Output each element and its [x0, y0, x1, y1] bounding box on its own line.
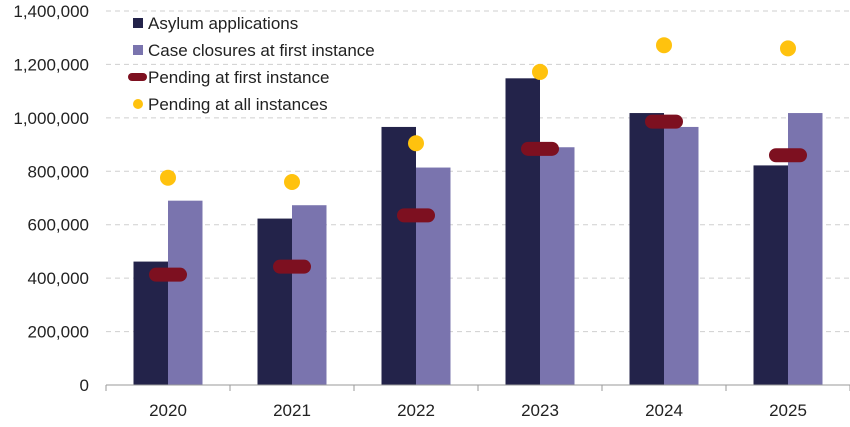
- y-tick-label: 600,000: [28, 216, 89, 235]
- pending-first-instance-marker: [273, 259, 311, 274]
- bar-case-closures: [416, 167, 451, 385]
- legend-swatch: [128, 73, 147, 81]
- legend-label: Pending at first instance: [148, 68, 329, 87]
- y-tick-label: 800,000: [28, 162, 89, 181]
- y-tick-label: 400,000: [28, 269, 89, 288]
- bar-case-closures: [540, 147, 575, 385]
- bar-asylum-applications: [629, 113, 664, 385]
- pending-first-instance-marker: [397, 208, 435, 223]
- bar-asylum-applications: [753, 165, 788, 385]
- legend-swatch: [133, 99, 143, 109]
- y-tick-label: 1,000,000: [13, 109, 89, 128]
- y-tick-label: 200,000: [28, 323, 89, 342]
- pending-first-instance-marker: [149, 267, 187, 282]
- pending-all-instances-marker: [656, 37, 672, 54]
- x-tick-label: 2023: [521, 401, 559, 420]
- pending-first-instance-marker: [769, 148, 807, 163]
- bar-case-closures: [292, 205, 327, 385]
- pending-first-instance-marker: [521, 141, 559, 156]
- x-tick-label: 2020: [149, 401, 187, 420]
- pending-first-instance-marker: [645, 114, 683, 129]
- pending-all-instances-marker: [408, 135, 424, 152]
- x-tick-label: 2025: [769, 401, 807, 420]
- pending-all-instances-marker: [532, 63, 548, 80]
- bar-case-closures: [664, 126, 699, 385]
- bars: [133, 78, 823, 385]
- bar-asylum-applications: [505, 78, 540, 385]
- y-tick-label: 1,200,000: [13, 55, 89, 74]
- legend-label: Asylum applications: [148, 14, 298, 33]
- y-tick-label: 0: [80, 376, 89, 395]
- x-tick-label: 2022: [397, 401, 435, 420]
- grid-lines: [106, 10, 850, 333]
- x-axis-tick-labels: 2020 2021 2022 2023 2024 2025: [149, 401, 807, 420]
- legend-swatch: [133, 18, 143, 28]
- legend-label: Case closures at first instance: [148, 41, 375, 60]
- legend: Asylum applications Case closures at firs…: [128, 14, 375, 114]
- legend-label: Pending at all instances: [148, 95, 328, 114]
- pending-all-instances-marker: [160, 169, 176, 186]
- pending-all-instances-marker: [284, 173, 300, 190]
- x-tick-label: 2021: [273, 401, 311, 420]
- bar-asylum-applications: [257, 218, 292, 385]
- bar-case-closures: [168, 200, 203, 385]
- pending-all-instances-marker: [780, 40, 796, 57]
- y-tick-label: 1,400,000: [13, 2, 89, 21]
- x-axis: [105, 384, 850, 391]
- bar-asylum-applications: [133, 261, 168, 385]
- bar-asylum-applications: [381, 126, 416, 385]
- y-axis-tick-labels: 0 200,000 400,000 600,000 800,000 1,000,000 1,…: [13, 2, 89, 395]
- markers: [149, 37, 807, 282]
- legend-swatch: [133, 45, 143, 55]
- x-tick-label: 2024: [645, 401, 683, 420]
